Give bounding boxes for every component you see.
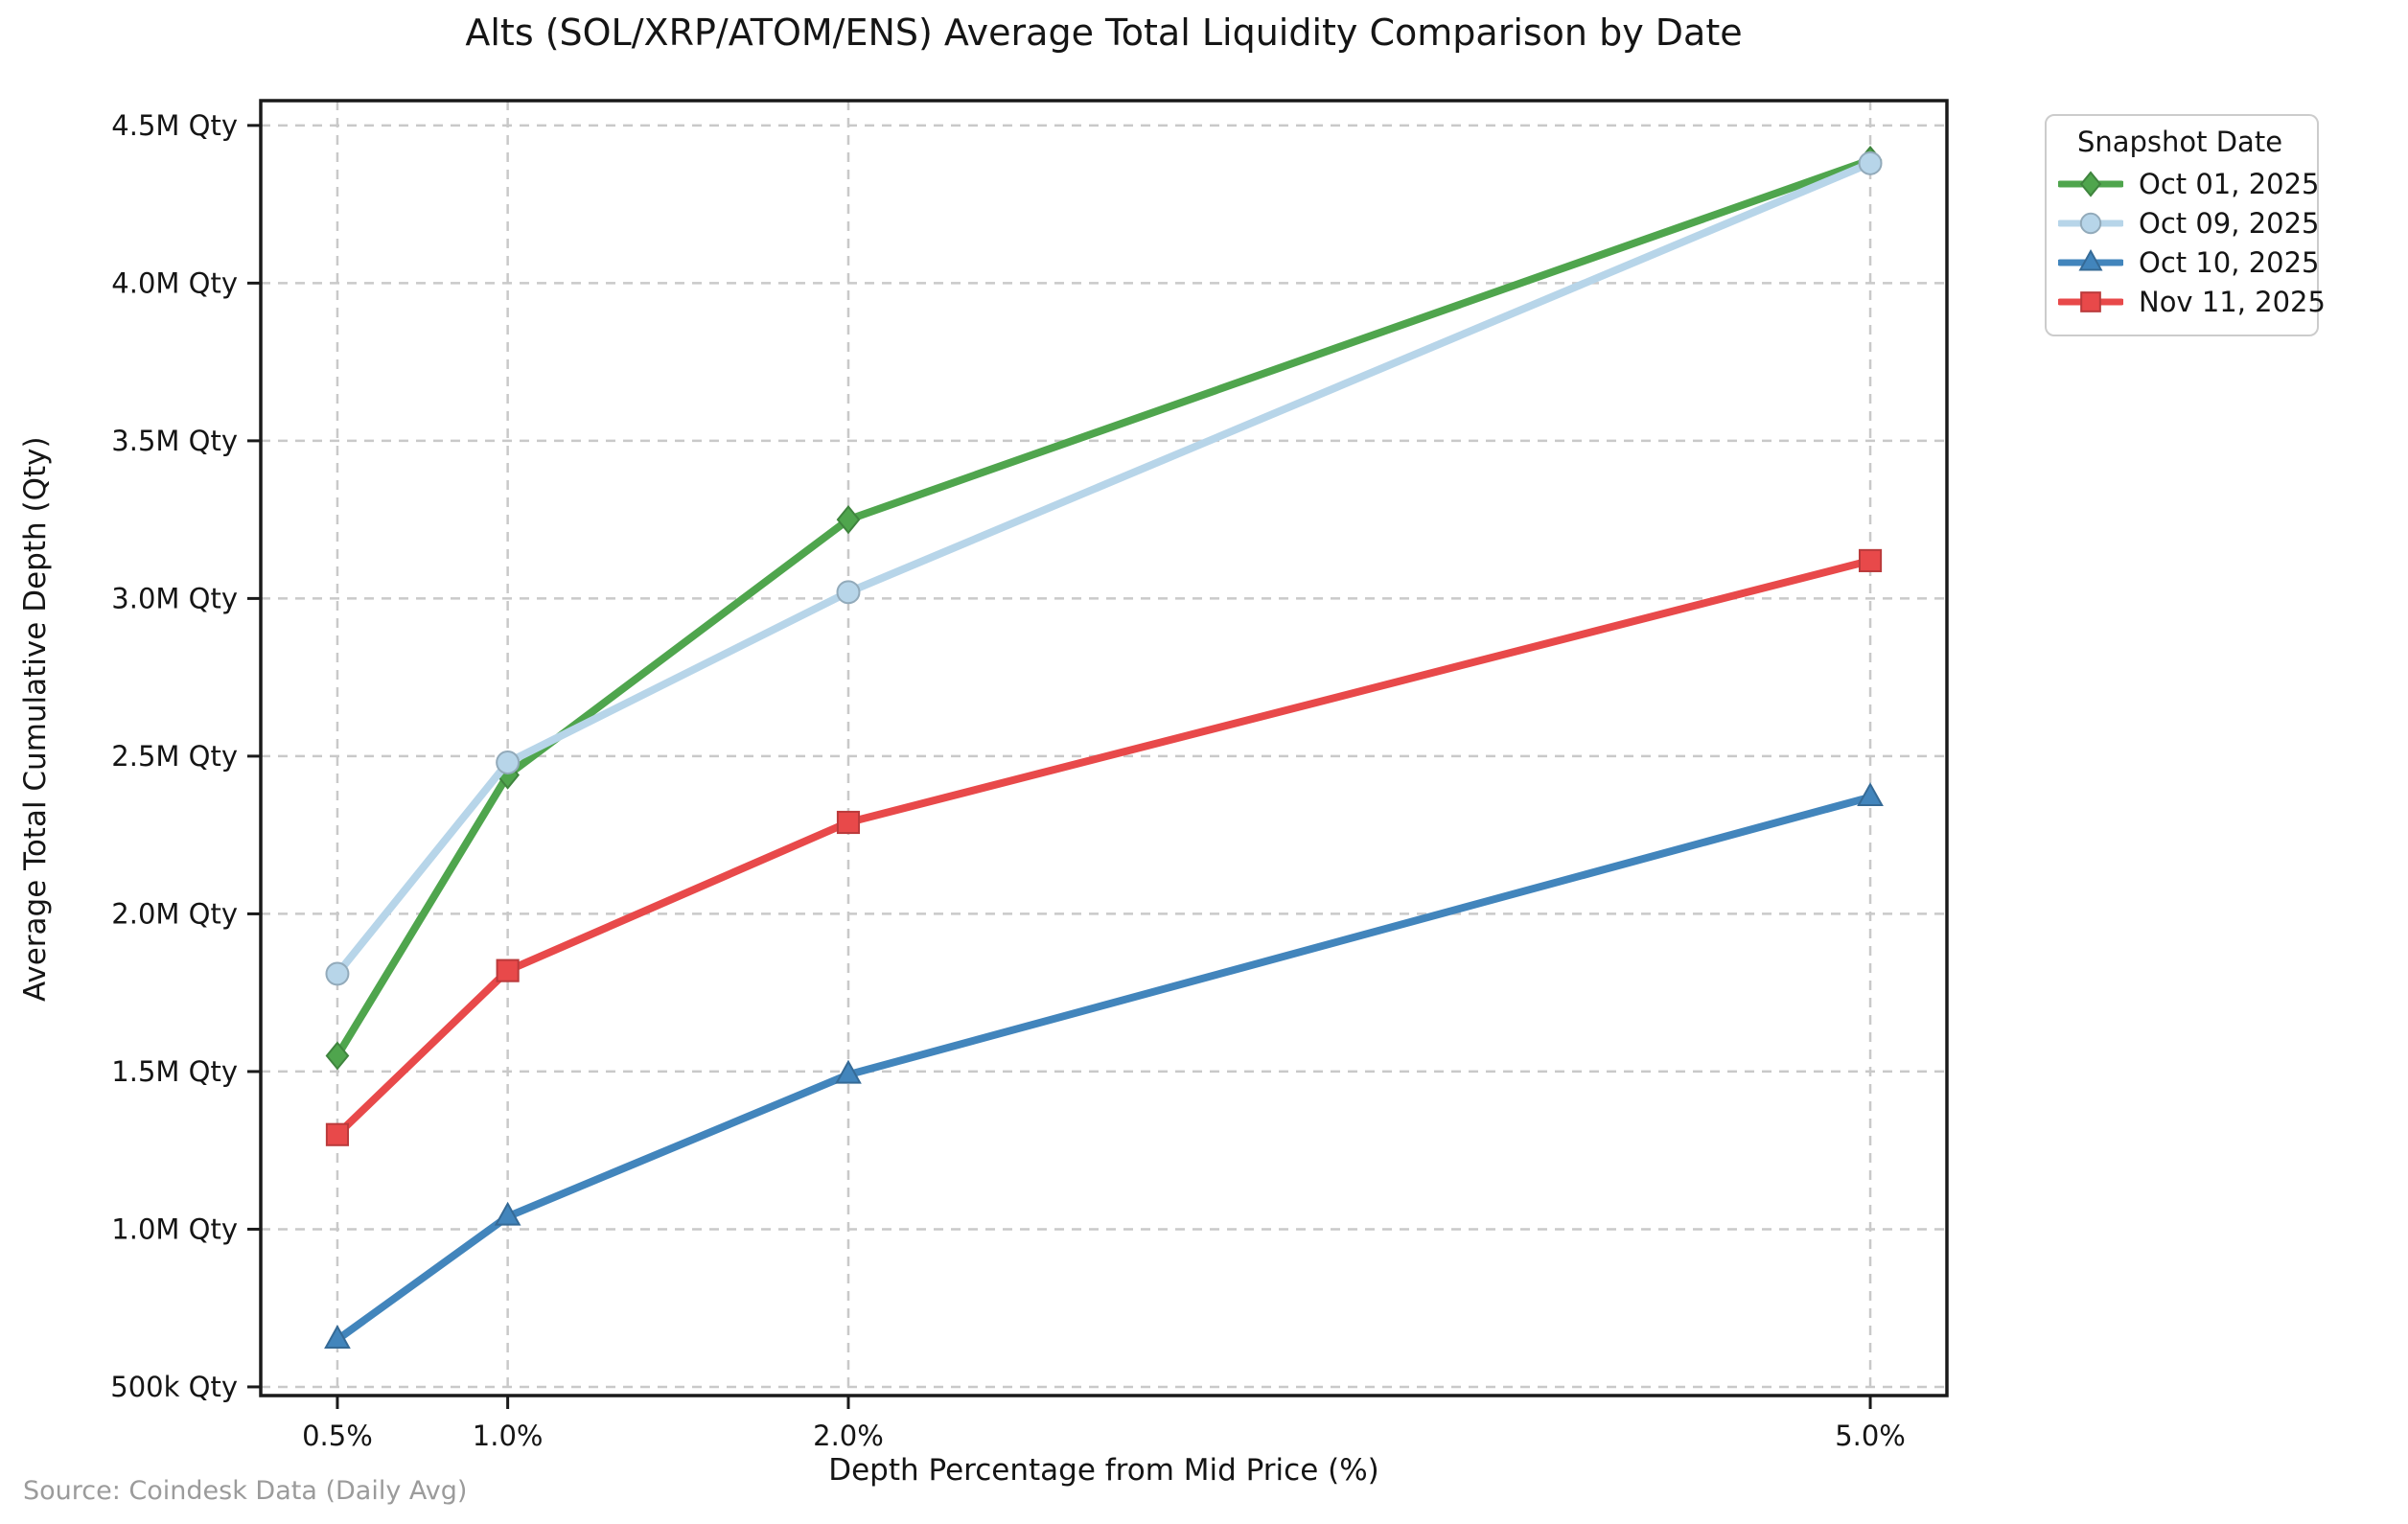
legend-label: Oct 10, 2025 — [2139, 245, 2320, 279]
y-tick-label: 4.5M Qty — [111, 109, 238, 142]
legend-item: Oct 09, 2025 — [2058, 203, 2320, 242]
diamond-marker — [325, 1041, 350, 1071]
triangle-marker — [2078, 248, 2103, 270]
circle-marker — [836, 580, 861, 605]
plot-border — [259, 99, 1949, 1397]
triangle-marker — [324, 1325, 351, 1349]
x-tick-label: 0.5% — [302, 1420, 373, 1452]
x-tick-label: 5.0% — [1835, 1420, 1906, 1452]
y-tick-label: 1.0M Qty — [111, 1212, 238, 1245]
series-line — [333, 159, 1875, 978]
circle-marker — [325, 961, 350, 986]
legend-swatch-diamond — [2058, 170, 2123, 197]
legend: Snapshot Date Oct 01, 2025 Oct 09, 2025 Oc… — [2045, 114, 2326, 336]
legend-label: Nov 11, 2025 — [2139, 285, 2326, 318]
x-axis-label: Depth Percentage from Mid Price (%) — [828, 1453, 1379, 1488]
axis-ticks: 0.5% 1.0% 2.0% 5.0% 500k Qty 1.0M Qty 1.5M Qty… — [110, 109, 1906, 1452]
y-tick-label: 3.5M Qty — [111, 425, 238, 457]
legend-title: Snapshot Date — [2076, 126, 2283, 158]
triangle-marker — [1857, 782, 1884, 807]
series-line — [333, 556, 1875, 1139]
x-tick-label: 2.0% — [813, 1420, 884, 1452]
y-tick-label: 3.0M Qty — [111, 582, 238, 614]
square-marker — [496, 958, 520, 982]
triangle-marker — [835, 1059, 862, 1084]
legend-swatch-triangle — [2058, 248, 2123, 270]
circle-marker — [496, 750, 521, 774]
legend-item: Oct 10, 2025 — [2058, 242, 2320, 282]
legend-items: Oct 01, 2025 Oct 09, 2025 Oct 10, 2025 Nov … — [2058, 164, 2326, 321]
legend-item: Oct 01, 2025 — [2058, 164, 2320, 203]
square-marker — [2080, 290, 2101, 312]
diamond-marker — [2079, 170, 2102, 197]
diamond-marker — [836, 505, 861, 535]
triangle-marker — [494, 1201, 521, 1226]
source-note: Source: Coindesk Data (Daily Avg) — [23, 1476, 468, 1506]
square-marker — [1858, 548, 1883, 572]
series-line — [333, 793, 1875, 1344]
y-tick-label: 2.0M Qty — [111, 897, 238, 930]
y-tick-label: 500k Qty — [110, 1371, 238, 1403]
circle-marker — [2079, 212, 2102, 234]
y-tick-label: 4.0M Qty — [111, 266, 238, 299]
circle-marker — [1858, 150, 1883, 175]
legend-label: Oct 09, 2025 — [2139, 206, 2320, 240]
legend-swatch-circle — [2058, 212, 2123, 234]
legend-label: Oct 01, 2025 — [2139, 167, 2320, 200]
series-group — [324, 145, 1884, 1349]
square-marker — [836, 810, 861, 835]
legend-item: Nov 11, 2025 — [2058, 282, 2326, 321]
x-tick-label: 1.0% — [473, 1420, 544, 1452]
square-marker — [325, 1122, 350, 1146]
legend-swatch-square — [2058, 290, 2123, 312]
series-line — [333, 156, 1875, 1060]
y-tick-label: 2.5M Qty — [111, 740, 238, 773]
gridlines — [261, 101, 1947, 1396]
y-tick-label: 1.5M Qty — [111, 1055, 238, 1088]
chart-title: Alts (SOL/XRP/ATOM/ENS) Average Total Li… — [465, 12, 1743, 54]
